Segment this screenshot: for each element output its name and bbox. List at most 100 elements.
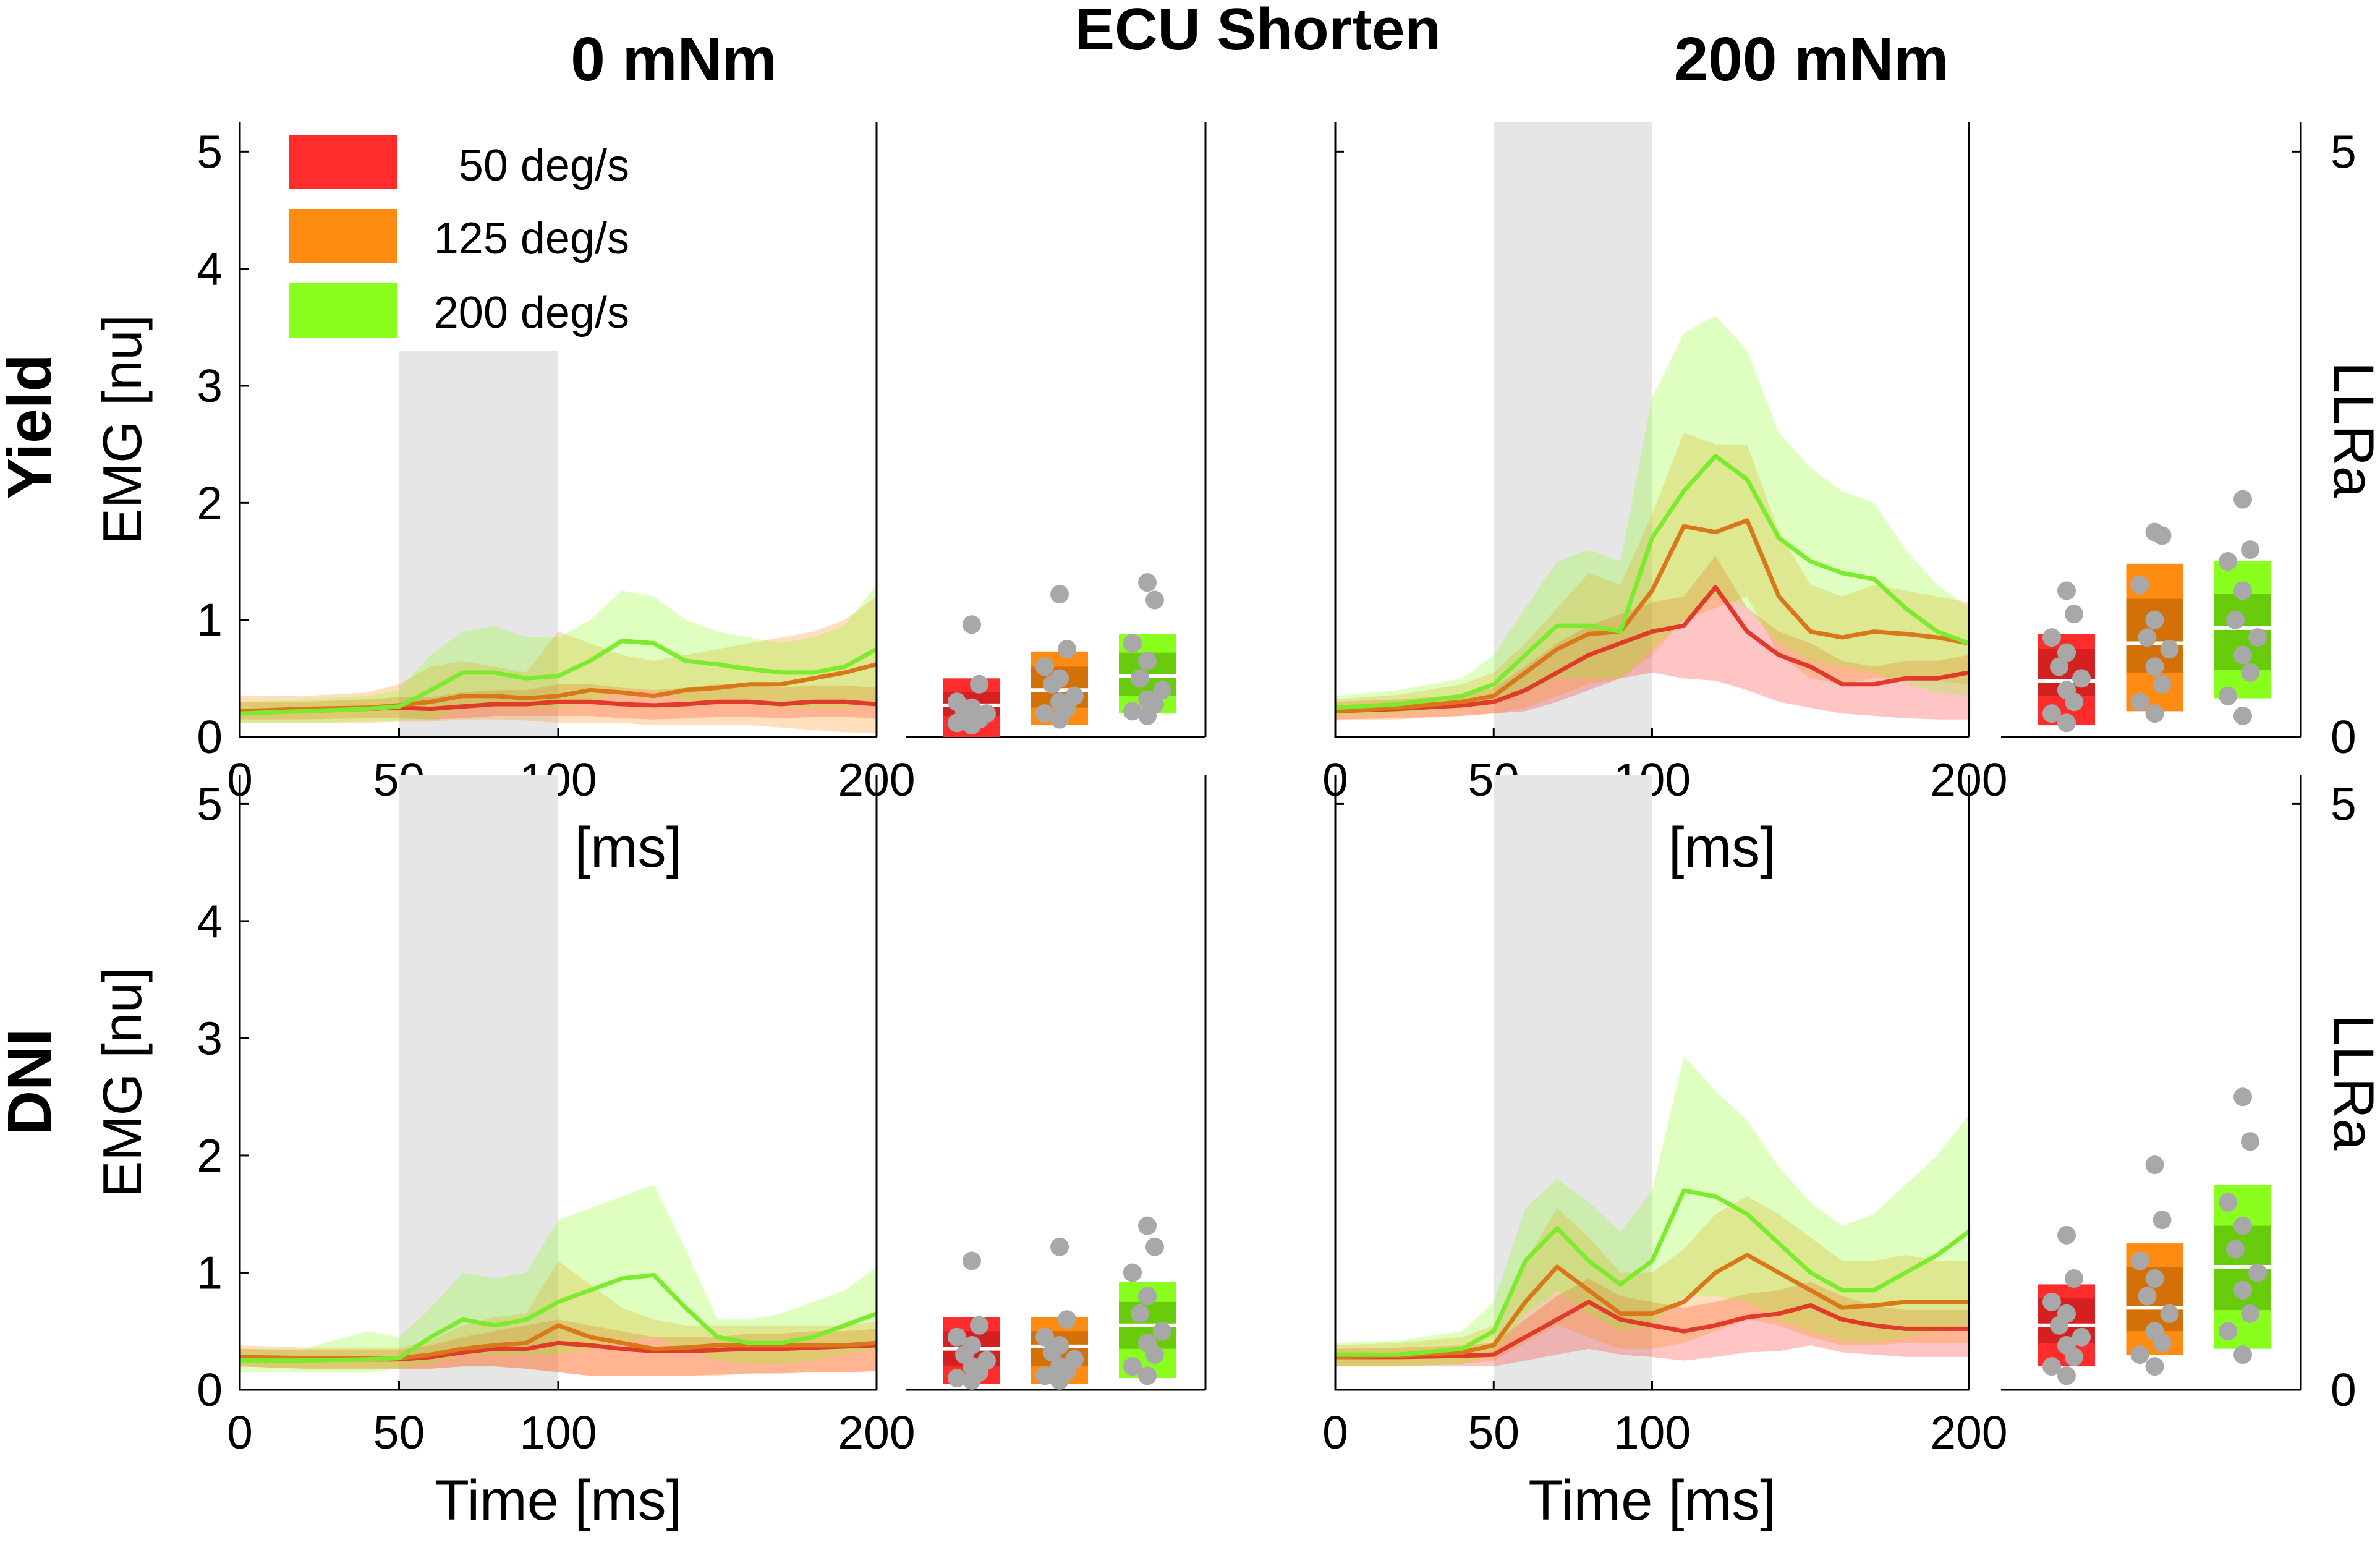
llra-data-point xyxy=(1050,585,1069,604)
llra-data-point xyxy=(1138,706,1157,725)
y-tick-label: 0 xyxy=(197,1364,223,1416)
llra-data-point xyxy=(1050,1237,1069,1256)
llra-data-point xyxy=(2065,1347,2083,1366)
llra-data-point xyxy=(2219,1193,2237,1212)
y-tick-label: 3 xyxy=(197,360,223,412)
legend-swatch-200 xyxy=(289,283,397,338)
axes xyxy=(906,775,1207,1391)
y-tick-label: 1 xyxy=(197,1246,223,1298)
y-tick-label: 5 xyxy=(197,126,223,177)
llra-data-point xyxy=(2145,704,2164,723)
x-axis-label: Time [ms] xyxy=(435,1469,682,1532)
llra-data-point xyxy=(2130,575,2149,594)
llra-data-point xyxy=(1131,1304,1149,1323)
shaded-window xyxy=(1494,775,1652,1390)
llra-data-point xyxy=(1043,1343,1061,1362)
legend: 50 deg/s 125 deg/s 200 deg/s xyxy=(289,135,629,338)
llra-data-point xyxy=(2241,540,2259,560)
llra-data-point xyxy=(2226,610,2245,629)
llra-data-point xyxy=(1123,634,1142,653)
llra-data-point xyxy=(2145,1357,2164,1376)
y-tick-label: 1 xyxy=(197,594,223,646)
llra-data-point xyxy=(1153,1322,1171,1341)
y-tick-label: 4 xyxy=(197,243,223,295)
y-tick-label: 0 xyxy=(197,711,223,763)
y-tick-label-right: 0 xyxy=(2331,1364,2357,1416)
y-tick-label: 4 xyxy=(197,895,223,947)
llra-data-point xyxy=(2145,610,2164,629)
llra-data-point xyxy=(1058,640,1076,658)
series-line-50-deg-s xyxy=(1335,585,1970,713)
llra-data-point xyxy=(1153,681,1171,700)
llra-data-point xyxy=(1035,1366,1054,1385)
y-tick-label: 3 xyxy=(197,1012,223,1064)
llra-data-point xyxy=(963,1251,981,1270)
shaded-window xyxy=(1494,122,1652,737)
llra-data-point xyxy=(2233,1216,2252,1235)
legend-label-200: 200 deg/s xyxy=(434,288,629,338)
llra-data-point xyxy=(2153,526,2172,545)
llra-data-point xyxy=(2138,1287,2157,1306)
column-title-200-mnm: 200 mNm xyxy=(1674,25,1949,94)
y-axis-label-right: LLRa xyxy=(2322,1015,2380,1151)
llra-data-point xyxy=(963,716,981,735)
llra-data-point xyxy=(2219,686,2237,705)
llra-data-point xyxy=(2145,1269,2164,1288)
llra-data-point xyxy=(2233,581,2252,600)
llra-data-point xyxy=(1123,1263,1142,1282)
llra-data-point xyxy=(1138,1366,1157,1385)
llra-data-point xyxy=(1050,1371,1069,1390)
llra-data-point xyxy=(2042,1357,2061,1376)
y-tick-label: 2 xyxy=(197,1130,223,1181)
column-title-0-mnm: 0 mNm xyxy=(571,25,776,94)
llra-data-point xyxy=(2153,1334,2172,1353)
legend-swatch-125 xyxy=(289,209,397,263)
band-50-deg-s xyxy=(240,1319,877,1376)
band-125-deg-s xyxy=(1335,1196,1969,1367)
series-line-200-deg-s xyxy=(239,639,878,716)
llra-data-point xyxy=(948,713,966,733)
x-tick-label: 0 xyxy=(1322,1406,1348,1458)
llra-data-point xyxy=(2042,704,2061,723)
llra-data-point xyxy=(2160,640,2179,658)
axes xyxy=(2001,775,2302,1391)
x-tick-label: 100 xyxy=(1613,1406,1691,1458)
row-title-dni: DNI xyxy=(0,1029,64,1135)
llra-data-point xyxy=(970,1316,988,1335)
llra-data-point xyxy=(1138,651,1157,670)
llra-data-point xyxy=(2050,1316,2068,1335)
panel-dni-200mnm: 0 50 100 200 Time [ms] xyxy=(1322,775,2008,1532)
llra-data-point xyxy=(1145,1345,1164,1364)
band-200-deg-s xyxy=(1335,315,1969,716)
x-axis-label: Time [ms] xyxy=(1528,1469,1775,1532)
llra-data-point xyxy=(1123,702,1142,721)
llra-data-point xyxy=(2050,657,2068,676)
band-50-deg-s xyxy=(1335,555,1969,720)
llra-data-point xyxy=(1050,710,1069,729)
llra-data-point xyxy=(2233,490,2252,509)
y-axis-label: EMG [nu] xyxy=(91,315,153,545)
x-tick-label: 100 xyxy=(519,1406,597,1458)
llra-data-point xyxy=(2072,669,2091,688)
legend-label-50: 50 deg/s xyxy=(459,141,629,190)
llra-data-point xyxy=(1138,1216,1157,1235)
llra-data-point xyxy=(2065,605,2083,624)
x-tick-label: 200 xyxy=(838,1406,915,1458)
llra-data-point xyxy=(2130,1345,2149,1364)
llra-data-point xyxy=(1058,1310,1076,1329)
y-axis-label-right: LLRa xyxy=(2322,362,2380,498)
llra-data-point xyxy=(2130,1251,2149,1270)
series-line-200-deg-s xyxy=(240,1272,878,1363)
llra-data-point xyxy=(2233,1280,2252,1300)
row-title-yield: Yield xyxy=(0,354,64,499)
llra-data-point xyxy=(1035,657,1054,676)
llra-data-point xyxy=(2241,663,2259,682)
llra-data-point xyxy=(2065,692,2083,712)
llra-data-point xyxy=(1043,674,1061,694)
x-tick-label: 200 xyxy=(1930,1406,2007,1458)
llra-data-point xyxy=(2130,692,2149,712)
y-tick-label: 2 xyxy=(197,477,223,529)
llra-data-point xyxy=(948,1369,966,1388)
